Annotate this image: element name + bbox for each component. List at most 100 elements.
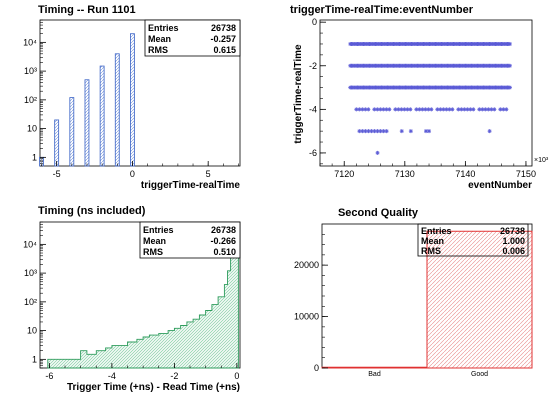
panel2-point-row3-7: [375, 107, 380, 112]
panel3-title: Timing (ns included): [38, 205, 146, 217]
panel2-xtick-label-1: 7130: [395, 169, 415, 179]
panel2-point-row4-5: [372, 129, 377, 134]
panel4-bar-bad: [321, 366, 428, 369]
panel2-ytick-label-1: -2: [309, 61, 317, 71]
panel1-xtick-label-0: -5: [53, 169, 61, 179]
panel2-point-row3-22: [420, 107, 425, 112]
panel2-title: triggerTime-realTime:eventNumber: [290, 4, 474, 16]
panel4-title: Second Quality: [338, 207, 419, 219]
panel1-xlabel: triggerTime-realTime: [141, 180, 241, 191]
panel3-axes: -6 -4 -2 0 1 10 10² 10³ 10⁴: [23, 221, 239, 381]
panel2-point-row1-133: [507, 63, 512, 68]
panel2-point-row3-39: [471, 107, 476, 112]
panel2-point-row0-133: [507, 41, 512, 46]
panel1-title: Timing -- Run 1101: [38, 4, 136, 16]
panel4-ytick-label-2: 20000: [294, 260, 319, 270]
panel3-stats-rms-value: 0.510: [213, 247, 236, 257]
panel1-xtick-label-1: 0: [130, 169, 135, 179]
panel1-bar-1: [54, 119, 60, 167]
panel2-point-row3-38: [468, 107, 473, 112]
panel4-bars: [321, 230, 533, 369]
panel1-ytick-label-0: 1: [32, 152, 37, 162]
panel2-point-row3-4: [366, 107, 371, 112]
panel2-point-row3-25: [429, 107, 434, 112]
panel2-ytick-label-3: -6: [309, 148, 317, 158]
panel2-point-row3-23: [423, 107, 428, 112]
panel4-axes: Bad Good 0 10000 20000: [294, 233, 488, 378]
panel3-ytick-label-1: 10: [27, 326, 37, 336]
panel2-point-row3-46: [492, 107, 497, 112]
panel2-point-row4-14: [487, 129, 492, 134]
panel4-stats-entries-value: 26738: [500, 226, 525, 236]
panel4-ytick-label-0: 0: [314, 363, 319, 373]
panel2-point-row4-13: [427, 129, 432, 134]
panel4-category-label-0: Bad: [368, 371, 381, 378]
panel3-stats-mean-value: -0.266: [210, 236, 236, 246]
panel2-xtick-label-2: 7140: [455, 169, 475, 179]
panel4-stats-rms-value: 0.006: [502, 246, 525, 256]
panel4-stats-entries-label: Entries: [421, 226, 452, 236]
panel1-bar-5: [114, 53, 120, 167]
panel1-xtick-label-2: 5: [206, 169, 211, 179]
panel2-point-row3-9: [381, 107, 386, 112]
panel4-stats-mean-label: Mean: [421, 236, 444, 246]
panel3-stats-entries-label: Entries: [143, 225, 174, 235]
panel1-stats-entries-value: 26738: [211, 23, 236, 33]
panel2-point-row3-36: [462, 107, 467, 112]
panel-timing-run: Timing -- Run 1101 -5 0 5 1 10 10² 10³ 10⁴ Entr…: [23, 4, 240, 191]
panel1-bar-6: [130, 33, 135, 167]
panel1-ytick-label-4: 10⁴: [23, 37, 37, 47]
panel2-ytick-label-2: -4: [309, 104, 317, 114]
panel2-point-row3-32: [450, 107, 455, 112]
panel1-stats-rms-label: RMS: [148, 45, 168, 55]
panel3-stats-rms-label: RMS: [143, 247, 163, 257]
panel3-ytick-label-4: 10⁴: [23, 239, 37, 249]
panel2-point-row2-133: [507, 85, 512, 90]
panel2-point-row4-8: [381, 129, 386, 134]
panel2-ylabel: triggerTime-realTime: [293, 44, 304, 144]
panel3-stats-box: Entries 26738 Mean -0.266 RMS 0.510: [139, 221, 241, 259]
panel2-point-row3-20: [414, 107, 419, 112]
panel-scatter: triggerTime-realTime:eventNumber 7120 713…: [290, 4, 549, 191]
panel1-axes: -5 0 5 1 10 10² 10³ 10⁴: [23, 19, 239, 179]
panel3-histogram: [47, 235, 239, 369]
panel2-xtick-label-3: 7150: [516, 169, 536, 179]
panel2-point-row4-3: [366, 129, 371, 134]
panel4-bar-good: [426, 230, 533, 369]
panel3-xtick-label-1: -4: [108, 371, 116, 381]
panel3-ytick-label-2: 10²: [24, 297, 37, 307]
panel2-x-exponent: ×10³: [534, 157, 549, 164]
panel4-stats-rms-label: RMS: [421, 246, 441, 256]
panel2-point-row3-18: [408, 107, 413, 112]
panel2-point-row3-11: [387, 107, 392, 112]
panel3-stats-entries-value: 26738: [211, 225, 236, 235]
panel2-point-row3-50: [504, 107, 509, 112]
panel2-point-row4-10: [399, 129, 404, 134]
panel2-point-row4-9: [384, 129, 389, 134]
panel2-point-row3-15: [399, 107, 404, 112]
panel2-point-row4-11: [408, 129, 413, 134]
panel3-stats-mean-label: Mean: [143, 236, 166, 246]
panel3-xlabel: Trigger Time (+ns) - Read Time (+ns): [67, 382, 240, 393]
panel2-axes: 7120 7130 7140 7150 0 -2 -4 -6: [309, 17, 536, 179]
panel1-ytick-label-1: 10: [27, 124, 37, 134]
panel1-ytick-label-3: 10³: [24, 66, 37, 76]
panel4-ytick-label-1: 10000: [294, 312, 319, 322]
panel1-stats-mean-label: Mean: [148, 34, 171, 44]
panel1-bar-2: [69, 97, 75, 167]
panel2-point-row3-42: [480, 107, 485, 112]
panel2-point-row4-0: [357, 129, 362, 134]
panel3-ytick-label-3: 10³: [24, 268, 37, 278]
panel2-point-row3-14: [396, 107, 401, 112]
panel-second-quality: Second Quality Bad Good 0 10000 20000 Entrie…: [294, 207, 533, 378]
panel2-point-row5-0: [375, 150, 380, 155]
panel3-xtick-label-2: -2: [170, 371, 178, 381]
panel1-bar-4: [99, 65, 105, 167]
panel1-bar-3: [84, 79, 90, 167]
panel2-xtick-label-0: 7120: [334, 169, 354, 179]
panel3-ytick-label-0: 1: [32, 354, 37, 364]
panel1-stats-mean-value: -0.257: [210, 34, 236, 44]
panel2-point-row3-31: [447, 107, 452, 112]
panel3-xtick-label-3: 0: [234, 371, 239, 381]
